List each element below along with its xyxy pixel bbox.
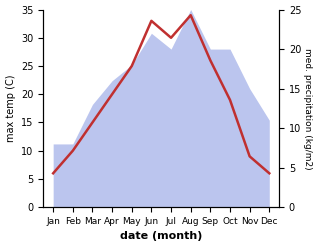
Y-axis label: med. precipitation (kg/m2): med. precipitation (kg/m2)	[303, 48, 313, 169]
Y-axis label: max temp (C): max temp (C)	[5, 75, 16, 142]
X-axis label: date (month): date (month)	[120, 231, 203, 242]
